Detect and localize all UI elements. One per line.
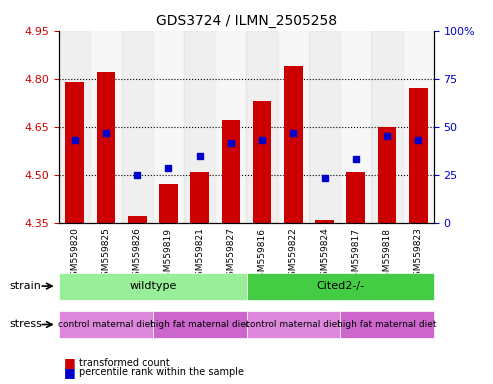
Bar xyxy=(253,101,272,223)
Bar xyxy=(378,127,396,223)
Text: wildtype: wildtype xyxy=(129,281,176,291)
Text: strain: strain xyxy=(10,281,42,291)
Bar xyxy=(278,31,309,223)
Bar xyxy=(347,172,365,223)
Bar xyxy=(221,120,240,223)
Text: transformed count: transformed count xyxy=(79,358,170,368)
Bar xyxy=(59,31,90,223)
Bar xyxy=(315,220,334,223)
Bar xyxy=(371,31,403,223)
Bar xyxy=(66,82,84,223)
Text: ■: ■ xyxy=(64,356,76,369)
Bar xyxy=(190,172,209,223)
Text: control maternal diet: control maternal diet xyxy=(58,320,154,329)
Bar xyxy=(128,216,146,223)
Bar xyxy=(246,31,278,223)
Text: stress: stress xyxy=(10,319,43,329)
Bar xyxy=(403,31,434,223)
Text: high fat maternal diet: high fat maternal diet xyxy=(150,320,249,329)
Text: control maternal diet: control maternal diet xyxy=(246,320,341,329)
Text: Cited2-/-: Cited2-/- xyxy=(316,281,364,291)
Text: percentile rank within the sample: percentile rank within the sample xyxy=(79,367,244,377)
Bar xyxy=(153,31,184,223)
Title: GDS3724 / ILMN_2505258: GDS3724 / ILMN_2505258 xyxy=(156,14,337,28)
Bar xyxy=(215,31,246,223)
Text: ■: ■ xyxy=(64,366,76,379)
Bar xyxy=(159,184,178,223)
Text: high fat maternal diet: high fat maternal diet xyxy=(337,320,437,329)
Bar xyxy=(309,31,340,223)
Bar xyxy=(90,31,122,223)
Bar xyxy=(122,31,153,223)
Bar xyxy=(284,66,303,223)
Bar xyxy=(184,31,215,223)
Bar xyxy=(409,88,427,223)
Bar xyxy=(340,31,371,223)
Bar xyxy=(97,72,115,223)
